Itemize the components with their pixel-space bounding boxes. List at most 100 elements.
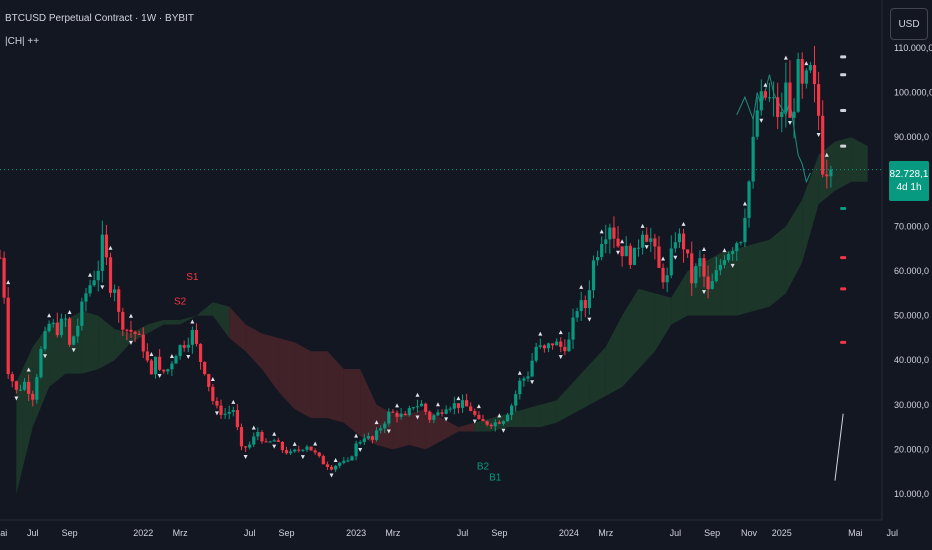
candle-body [342, 460, 346, 463]
pivot-high-marker [456, 396, 461, 401]
candle-body [657, 246, 661, 268]
pivot-low-marker [272, 444, 277, 449]
candle-body [436, 412, 440, 416]
candle-body [243, 446, 248, 448]
ichimoku-cloud-segment [294, 342, 312, 419]
candle-body [424, 403, 428, 412]
candle-body [694, 266, 698, 284]
candle-body [698, 258, 702, 267]
time-tick-label: Sep [491, 528, 507, 538]
currency-button[interactable]: USD [890, 8, 928, 40]
candle-body [632, 247, 637, 265]
candle-body [174, 356, 178, 364]
price-tick-label: 50.000,0 [894, 311, 929, 321]
candle-body [567, 339, 571, 352]
candle-body [731, 251, 735, 254]
candle-body [600, 244, 604, 257]
pivot-high-marker [292, 441, 297, 446]
candle-body [88, 285, 92, 294]
bar-countdown: 4d 1h [896, 182, 922, 193]
ichimoku-cloud-segment [327, 351, 344, 423]
pivot-high-marker [169, 353, 174, 358]
time-tick-label: Jul [457, 528, 469, 538]
ichimoku-cloud-segment [163, 320, 181, 325]
pivot-high-marker [47, 313, 52, 318]
price-tick-label: 70.000,0 [894, 221, 929, 231]
candle-body [219, 405, 223, 415]
candle-body [505, 414, 510, 422]
candle-body [407, 408, 411, 416]
candle-body [428, 411, 432, 420]
ichimoku-cloud-segment [343, 369, 361, 437]
candle-body [415, 406, 420, 408]
candle-body [10, 374, 14, 382]
pivot-high-marker [702, 246, 706, 251]
candle-body [804, 70, 808, 84]
candle-body [444, 409, 448, 414]
ichimoku-cloud-segment [98, 315, 115, 370]
candle-body [198, 343, 203, 362]
price-tick-label: 20.000,0 [894, 444, 929, 454]
candle-body [763, 91, 767, 98]
candle-body [726, 253, 731, 261]
time-tick-label: 2025 [772, 528, 792, 538]
time-tick-label: Sep [704, 528, 720, 538]
time-tick-label: Jul [670, 528, 682, 538]
candle-body [374, 430, 379, 440]
pivot-low-marker [386, 429, 391, 434]
pivot-high-marker [476, 404, 481, 409]
pivot-low-marker [702, 290, 706, 295]
candle-body [510, 405, 514, 415]
candle-body [22, 381, 27, 390]
pivot-high-marker [579, 284, 584, 289]
candle-body [440, 412, 444, 414]
pivot-low-marker [501, 428, 506, 433]
pivot-high-marker [354, 433, 359, 438]
candle-body [227, 411, 231, 414]
candle-body [645, 234, 649, 242]
pivot-high-marker [722, 248, 727, 253]
price-tick-label: 90.000,0 [894, 132, 929, 142]
price-tick-label: 100.000,0 [894, 88, 932, 98]
candle-body [358, 442, 362, 444]
projection-marker [840, 55, 847, 59]
candle-body [771, 97, 776, 99]
signal-label-s1: S1 [186, 272, 199, 283]
projection-marker [840, 73, 847, 77]
candle-body [80, 301, 84, 326]
candle-body [485, 421, 489, 425]
candle-body [166, 369, 170, 372]
pivot-low-marker [787, 120, 792, 125]
candle-body [677, 233, 682, 243]
candle-body [514, 394, 518, 406]
candle-body [829, 169, 833, 177]
time-tick-label: 2024 [559, 528, 579, 538]
candle-body [751, 136, 755, 182]
candle-body [808, 65, 813, 71]
candle-body [702, 258, 706, 277]
pivot-high-marker [415, 392, 420, 397]
pivot-high-marker [435, 402, 440, 407]
candle-body [788, 82, 792, 118]
candle-body [636, 247, 641, 249]
candle-body [522, 378, 526, 381]
ichimoku-cloud-segment [736, 244, 754, 316]
time-tick-label: Mrz [598, 528, 613, 538]
candle-body [780, 111, 784, 118]
candle-body [448, 408, 452, 410]
candle-body [784, 82, 788, 112]
pivot-high-marker [251, 425, 256, 430]
ichimoku-cloud-segment [523, 404, 541, 428]
projection-marker [840, 287, 847, 291]
candle-body [681, 233, 686, 250]
last-price-label: 82.728,1 4d 1h [889, 161, 929, 201]
indicator-label[interactable]: |CH| ++ [5, 36, 40, 47]
candle-body [538, 345, 542, 347]
candle-body [542, 345, 546, 349]
pivot-high-marker [661, 256, 666, 261]
candle-body [465, 400, 469, 407]
candle-body [39, 349, 43, 378]
projection-marker [840, 144, 847, 148]
candle-body [293, 449, 297, 452]
